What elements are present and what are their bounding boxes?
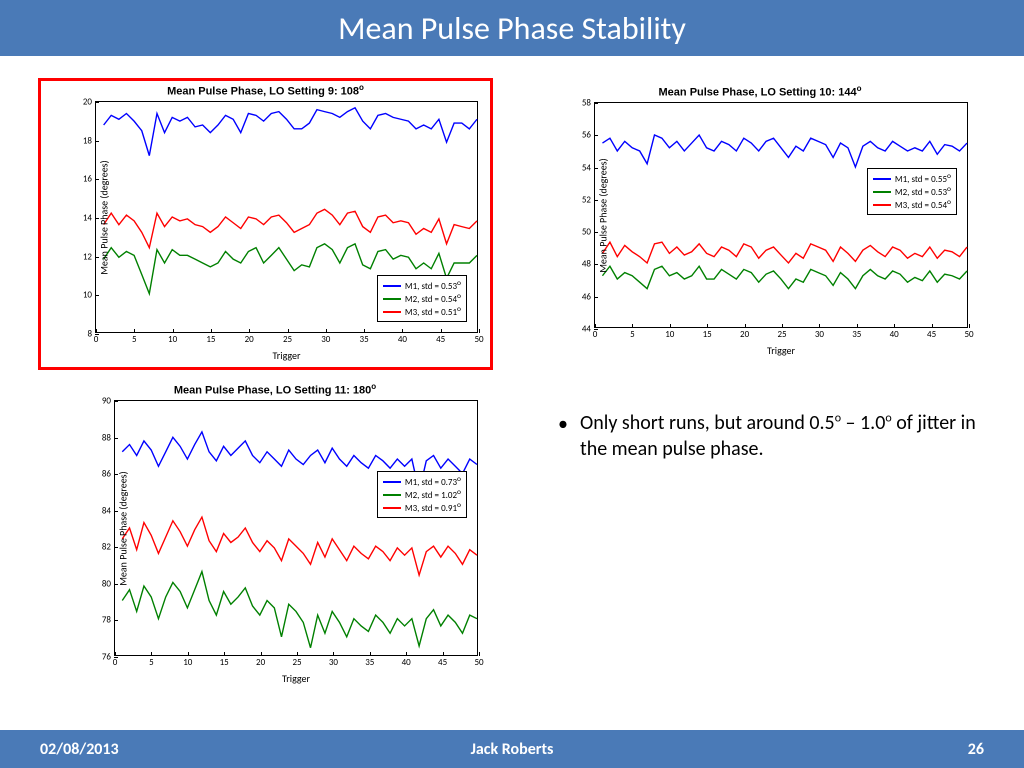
footer-date: 02/08/2013	[40, 740, 119, 759]
xtick: 50	[964, 327, 973, 340]
chart-title: Mean Pulse Phase, LO Setting 10: 144o	[540, 82, 980, 99]
xtick: 0	[113, 655, 118, 668]
xtick: 50	[474, 332, 483, 345]
footer: 02/08/2013 Jack Roberts 26	[0, 730, 1024, 768]
y-axis-label: Mean Pulse Phase (degrees)	[117, 471, 130, 585]
xtick: 45	[436, 332, 445, 345]
xtick: 35	[852, 327, 861, 340]
xtick: 15	[703, 327, 712, 340]
xtick: 45	[438, 655, 447, 668]
slide-title: Mean Pulse Phase Stability	[338, 9, 686, 48]
plot-area: 810121416182005101520253035404550M1, std…	[95, 101, 478, 333]
legend-item: M3, std = 0.54o	[873, 198, 951, 211]
xtick: 20	[245, 332, 254, 345]
legend-item: M2, std = 0.53o	[873, 185, 951, 198]
plot-area: 767880828486889005101520253035404550M1, …	[114, 400, 478, 656]
x-axis-label: Trigger	[594, 344, 968, 357]
chart-c3: Mean Pulse Phase, LO Setting 11: 180o 767…	[60, 380, 490, 690]
legend: M1, std = 0.55oM2, std = 0.53oM3, std = …	[867, 168, 957, 215]
footer-author: Jack Roberts	[471, 740, 554, 759]
bullet-text: Only short runs, but around 0.5o – 1.0o …	[580, 410, 980, 462]
chart-title: Mean Pulse Phase, LO Setting 11: 180o	[60, 380, 490, 397]
xtick: 35	[360, 332, 369, 345]
xtick: 40	[890, 327, 899, 340]
xtick: 30	[321, 332, 330, 345]
legend-item: M3, std = 0.91o	[383, 501, 461, 514]
xtick: 20	[256, 655, 265, 668]
chart-c2: Mean Pulse Phase, LO Setting 10: 144o 444…	[540, 82, 980, 362]
plot-area: 444648505254565805101520253035404550M1, …	[594, 102, 968, 328]
xtick: 50	[474, 655, 483, 668]
xtick: 25	[283, 332, 292, 345]
legend-item: M1, std = 0.53o	[383, 279, 461, 292]
xtick: 20	[740, 327, 749, 340]
chart-title: Mean Pulse Phase, LO Setting 9: 108o	[41, 81, 490, 98]
xtick: 5	[132, 332, 137, 345]
xtick: 35	[365, 655, 374, 668]
xtick: 40	[402, 655, 411, 668]
xtick: 10	[168, 332, 177, 345]
xtick: 15	[220, 655, 229, 668]
xtick: 40	[398, 332, 407, 345]
legend-item: M1, std = 0.73o	[383, 475, 461, 488]
xtick: 30	[815, 327, 824, 340]
bullet-dot: •	[558, 412, 568, 436]
xtick: 10	[183, 655, 192, 668]
xtick: 25	[292, 655, 301, 668]
legend-item: M2, std = 0.54o	[383, 292, 461, 305]
xtick: 5	[149, 655, 154, 668]
x-axis-label: Trigger	[95, 349, 478, 362]
y-axis-label: Mean Pulse Phase (degrees)	[597, 158, 610, 272]
xtick: 25	[777, 327, 786, 340]
xtick: 5	[630, 327, 635, 340]
legend-item: M1, std = 0.55o	[873, 172, 951, 185]
xtick: 15	[206, 332, 215, 345]
legend-item: M3, std = 0.51o	[383, 305, 461, 318]
xtick: 10	[665, 327, 674, 340]
xtick: 30	[329, 655, 338, 668]
title-bar: Mean Pulse Phase Stability	[0, 0, 1024, 56]
footer-page: 26	[968, 740, 984, 759]
content-area: Mean Pulse Phase, LO Setting 9: 108o 8101…	[0, 60, 1024, 730]
xtick: 45	[927, 327, 936, 340]
legend: M1, std = 0.73oM2, std = 1.02oM3, std = …	[377, 471, 467, 518]
chart-c1: Mean Pulse Phase, LO Setting 9: 108o 8101…	[38, 78, 493, 370]
y-axis-label: Mean Pulse Phase (degrees)	[98, 160, 111, 274]
xtick: 0	[94, 332, 99, 345]
legend: M1, std = 0.53oM2, std = 0.54oM3, std = …	[377, 275, 467, 322]
x-axis-label: Trigger	[114, 672, 478, 685]
xtick: 0	[593, 327, 598, 340]
bullet-point: • Only short runs, but around 0.5o – 1.0…	[580, 410, 980, 462]
legend-item: M2, std = 1.02o	[383, 488, 461, 501]
